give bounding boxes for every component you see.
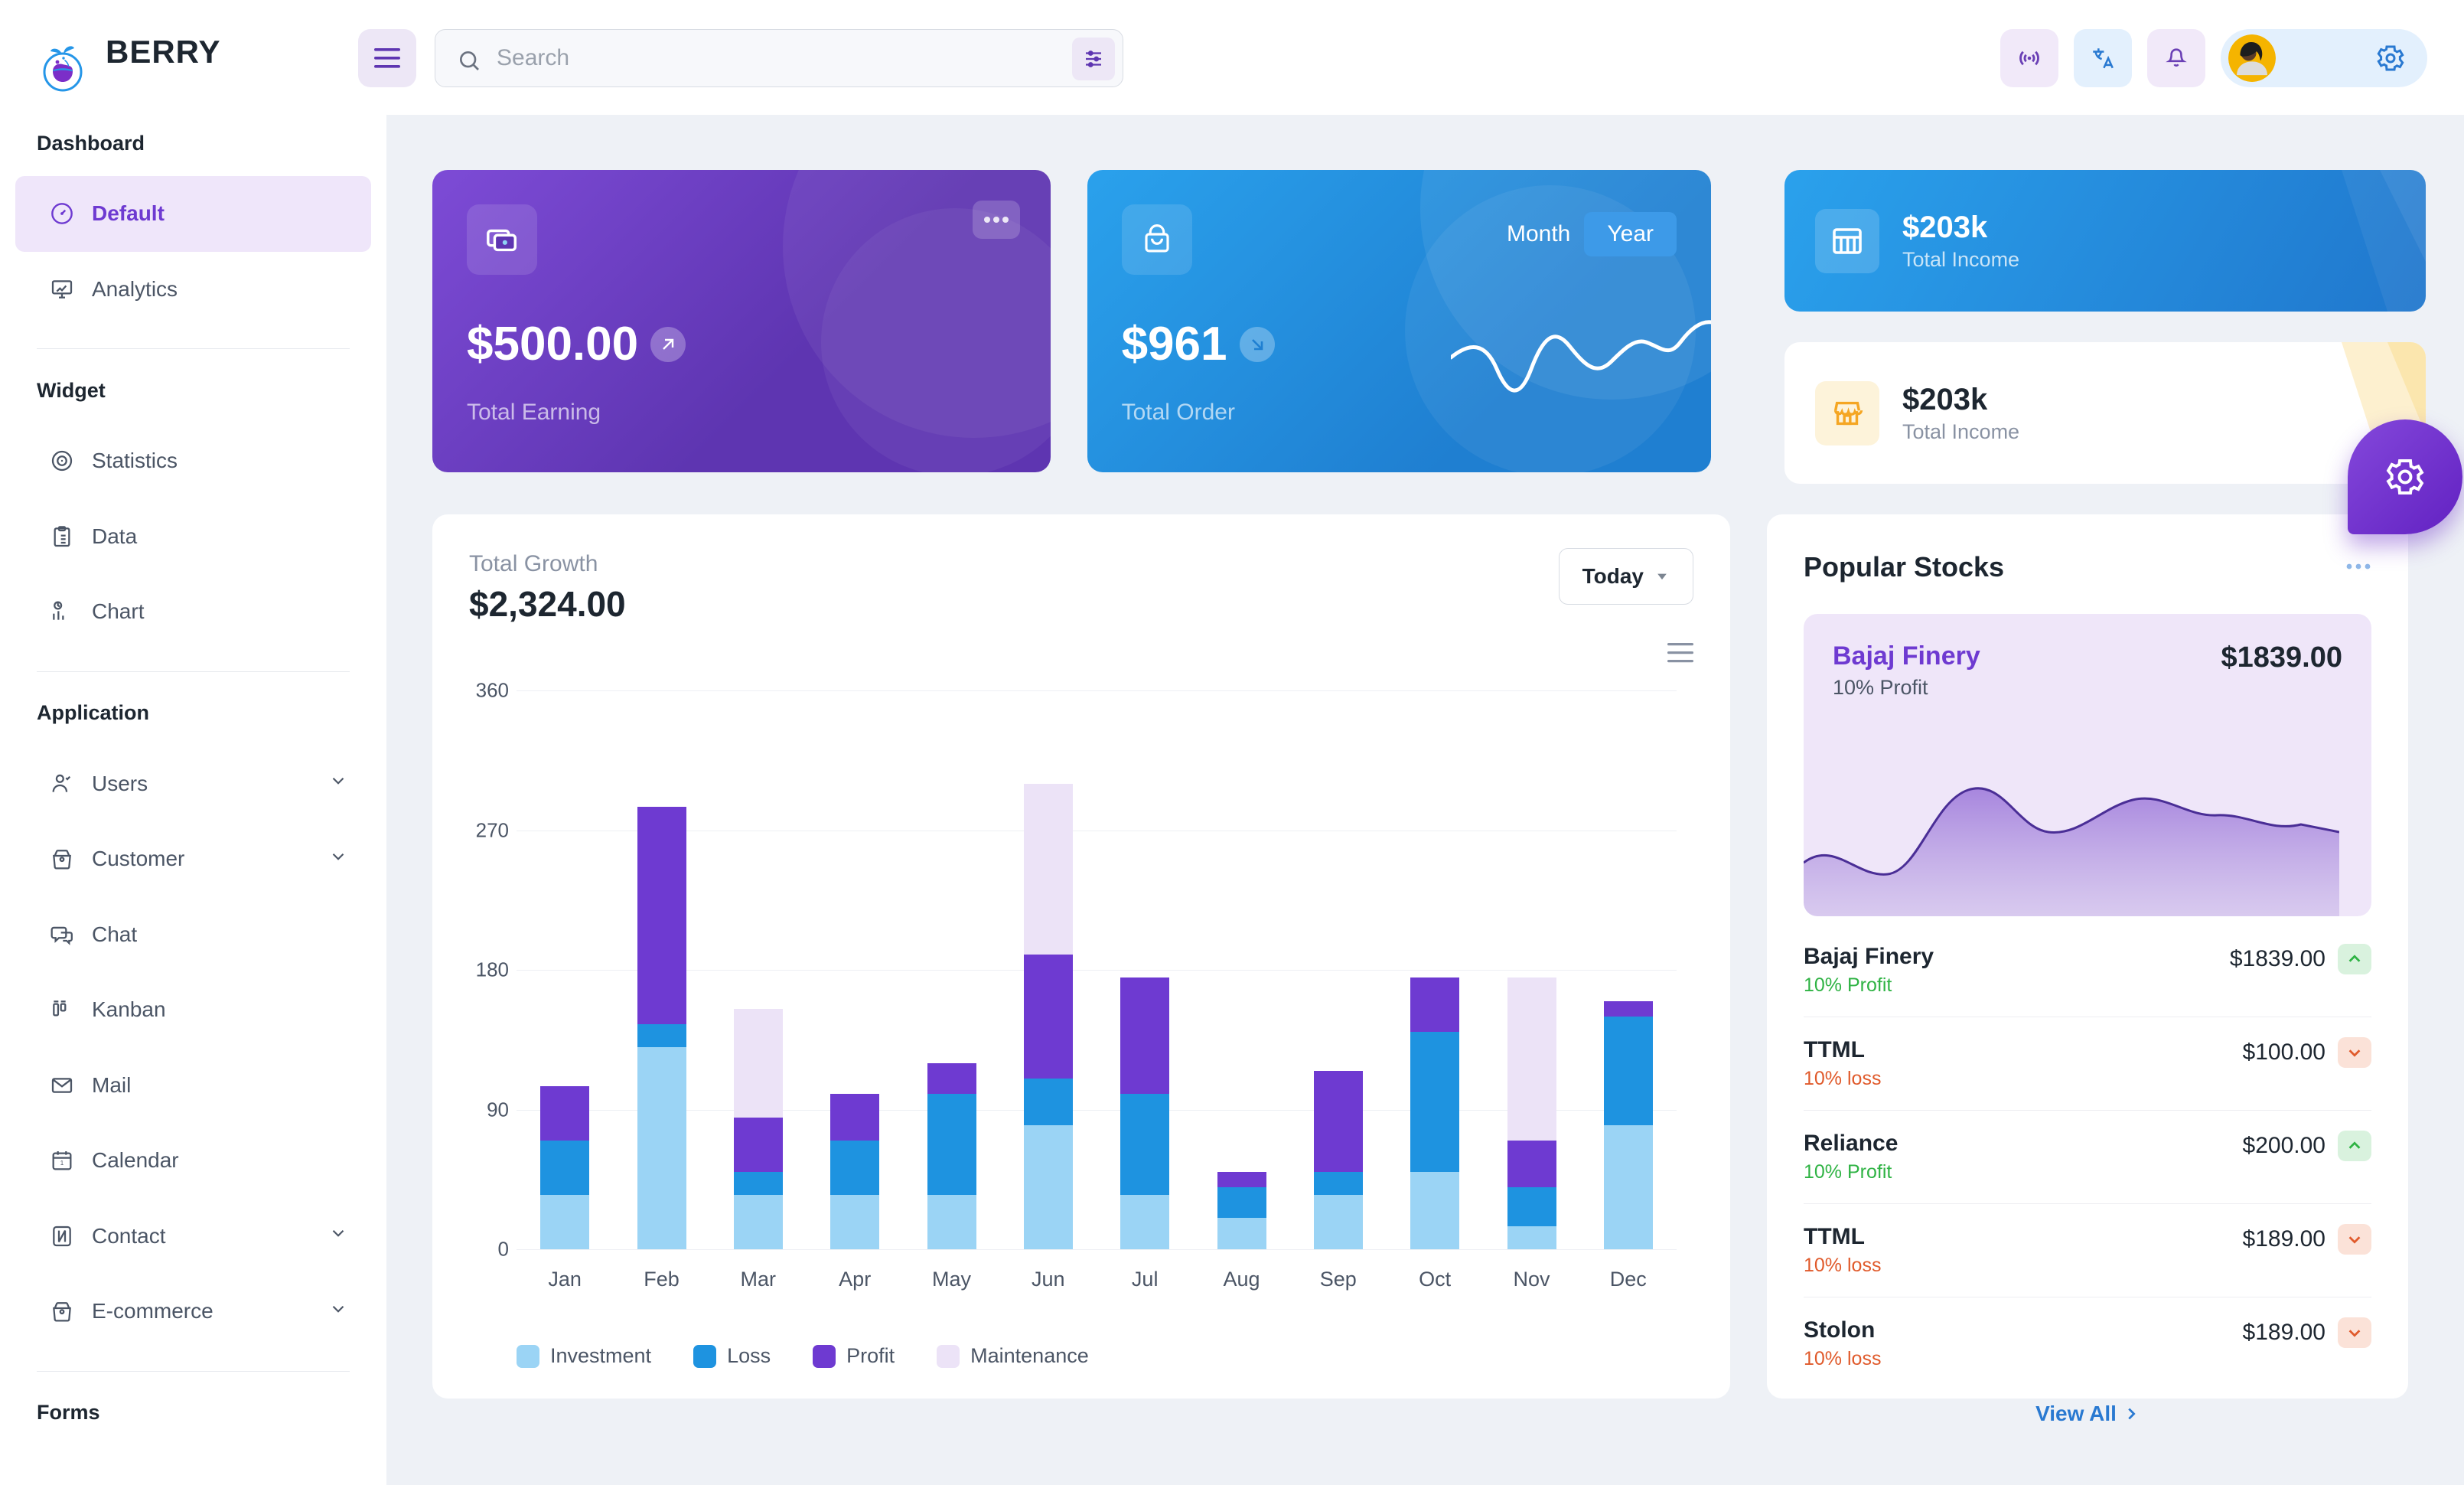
svg-text:1: 1 bbox=[60, 1160, 64, 1167]
